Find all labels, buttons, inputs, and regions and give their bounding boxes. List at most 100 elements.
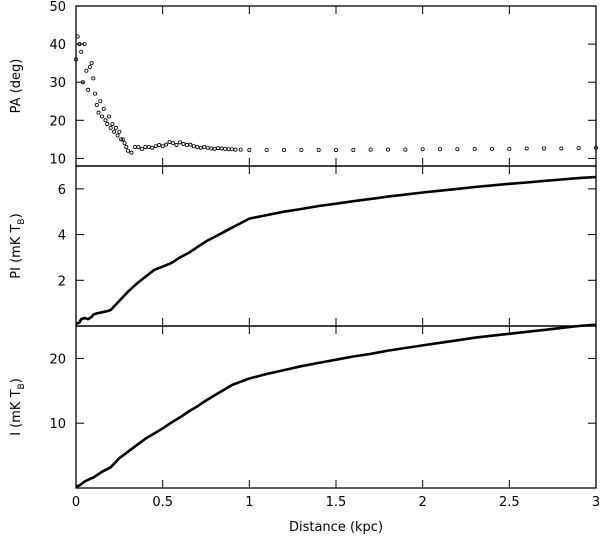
panel-pa: 10 20 30 40 50 PA (deg) (9, 0, 599, 167)
data-point (437, 147, 442, 152)
data-point (167, 139, 172, 144)
data-point (74, 57, 79, 62)
data-point (368, 147, 373, 152)
data-point (181, 141, 186, 146)
data-point (177, 140, 182, 145)
data-point (86, 87, 91, 92)
data-point (202, 144, 207, 149)
data-point (209, 146, 214, 151)
data-point (164, 142, 169, 147)
panel-frame (75, 165, 597, 327)
data-point (174, 143, 179, 148)
x-tick-label: 0.5 (152, 495, 173, 510)
data-point (226, 147, 231, 152)
data-point (212, 146, 217, 151)
x-tick-label: 0 (72, 495, 80, 510)
y-tick-label: 10 (49, 152, 66, 167)
y-tick-label: 6 (58, 183, 66, 198)
data-point (106, 114, 111, 119)
data-point (559, 146, 564, 151)
data-point (103, 118, 108, 123)
x-tick-label: 1 (245, 495, 253, 510)
data-point (82, 42, 87, 47)
data-point (247, 147, 252, 152)
data-point (153, 144, 158, 149)
data-point (100, 114, 105, 119)
data-point (120, 137, 125, 142)
data-point (576, 146, 581, 151)
data-point (542, 146, 547, 151)
data-point (191, 144, 196, 149)
data-point (79, 49, 84, 54)
data-point (110, 122, 115, 127)
data-point (160, 144, 165, 149)
data-point (233, 147, 238, 152)
x-axis-label: Distance (kpc) (289, 520, 383, 535)
data-point (489, 146, 494, 151)
data-point (281, 147, 286, 152)
data-point (122, 141, 127, 146)
data-point (385, 147, 390, 152)
y-tick-label: 20 (49, 352, 66, 367)
data-point (75, 34, 80, 39)
y-tick-label: 40 (49, 38, 66, 53)
data-point (87, 64, 92, 69)
series-line (75, 175, 597, 325)
data-point (124, 144, 129, 149)
data-point (115, 133, 120, 138)
data-point (524, 146, 529, 151)
data-point (223, 146, 228, 151)
y-tick-label: 10 (49, 417, 66, 432)
x-tick-label: 1.5 (326, 495, 347, 510)
data-point (403, 147, 408, 152)
y-tick-label: 30 (49, 76, 66, 91)
data-point (195, 144, 200, 149)
panel-pi: 2 4 6 PI (mK TB) (9, 165, 597, 327)
data-point (98, 99, 103, 104)
series-line (75, 323, 597, 488)
x-tick-label: 2 (419, 495, 427, 510)
data-point (93, 91, 98, 96)
data-point (132, 144, 137, 149)
data-point (126, 148, 131, 153)
data-point (238, 147, 243, 152)
data-point (351, 147, 356, 152)
data-point (507, 146, 512, 151)
data-point (150, 145, 155, 150)
data-point (420, 147, 425, 152)
x-tick-label: 3 (592, 495, 600, 510)
data-point (143, 144, 148, 149)
data-point (216, 146, 221, 151)
data-point (594, 145, 599, 150)
panel-frame (75, 325, 597, 489)
data-point (264, 147, 269, 152)
data-point (455, 147, 460, 152)
data-point (101, 106, 106, 111)
data-point (91, 76, 96, 81)
data-point (205, 145, 210, 150)
data-point (136, 144, 141, 149)
data-point (299, 147, 304, 152)
data-point (188, 142, 193, 147)
data-point (198, 145, 203, 150)
data-point (117, 129, 122, 134)
y-tick-label: 50 (49, 0, 66, 15)
data-point (219, 146, 224, 151)
data-point (146, 144, 151, 149)
y-tick-label: 20 (49, 114, 66, 129)
data-point (84, 68, 89, 73)
data-point (89, 61, 94, 66)
panel-i: 10 20 0 0.5 1 1.5 2 2.5 3 I (mK TB) (9, 323, 600, 510)
data-point (472, 146, 477, 151)
y-axis-label: PA (deg) (9, 59, 24, 114)
data-point (171, 141, 176, 146)
data-point (333, 147, 338, 152)
data-point (94, 103, 99, 108)
panel-frame (75, 5, 597, 167)
y-tick-label: 2 (58, 274, 66, 289)
data-point (113, 125, 118, 130)
data-point (184, 143, 189, 148)
x-tick-label: 2.5 (499, 495, 520, 510)
